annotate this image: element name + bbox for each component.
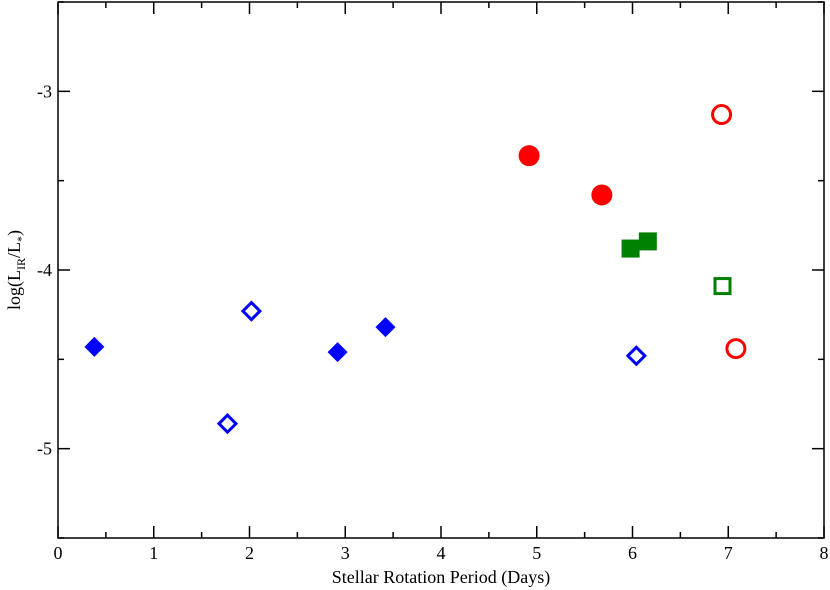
y-tick-label: -3 — [37, 81, 52, 101]
x-tick-label: 6 — [628, 543, 637, 563]
diamond-marker — [240, 300, 263, 322]
circle-marker — [725, 338, 747, 360]
x-tick-label: 7 — [724, 543, 733, 563]
y-tick-label: -5 — [37, 439, 52, 459]
diamond-marker — [625, 345, 647, 367]
x-axis-label: Stellar Rotation Period (Days) — [332, 567, 550, 588]
circle-marker — [518, 145, 540, 167]
x-tick-label: 8 — [820, 543, 829, 563]
x-tick-label: 4 — [437, 543, 446, 563]
square-marker — [621, 239, 640, 258]
circle-marker — [591, 184, 613, 206]
tick-labels: 0 1 2 3 4 5 6 7 8 -3 -4 -5 — [37, 81, 829, 563]
axis-ticks — [57, 1, 825, 539]
diamond-marker — [327, 342, 348, 363]
diamond-marker — [216, 413, 239, 435]
data-markers — [84, 104, 747, 435]
x-tick-label: 3 — [341, 543, 350, 563]
square-marker — [713, 277, 732, 296]
y-tick-label: -4 — [37, 260, 52, 280]
diamond-marker — [84, 336, 105, 357]
square-marker — [638, 232, 657, 251]
plot-frame — [57, 1, 825, 539]
diamond-marker — [375, 317, 396, 338]
x-tick-label: 5 — [532, 543, 541, 563]
x-tick-label: 0 — [54, 543, 63, 563]
x-tick-label: 1 — [149, 543, 158, 563]
circle-marker — [711, 104, 733, 126]
x-tick-label: 2 — [245, 543, 254, 563]
y-axis-label: log(LIR/L*) — [4, 230, 28, 310]
